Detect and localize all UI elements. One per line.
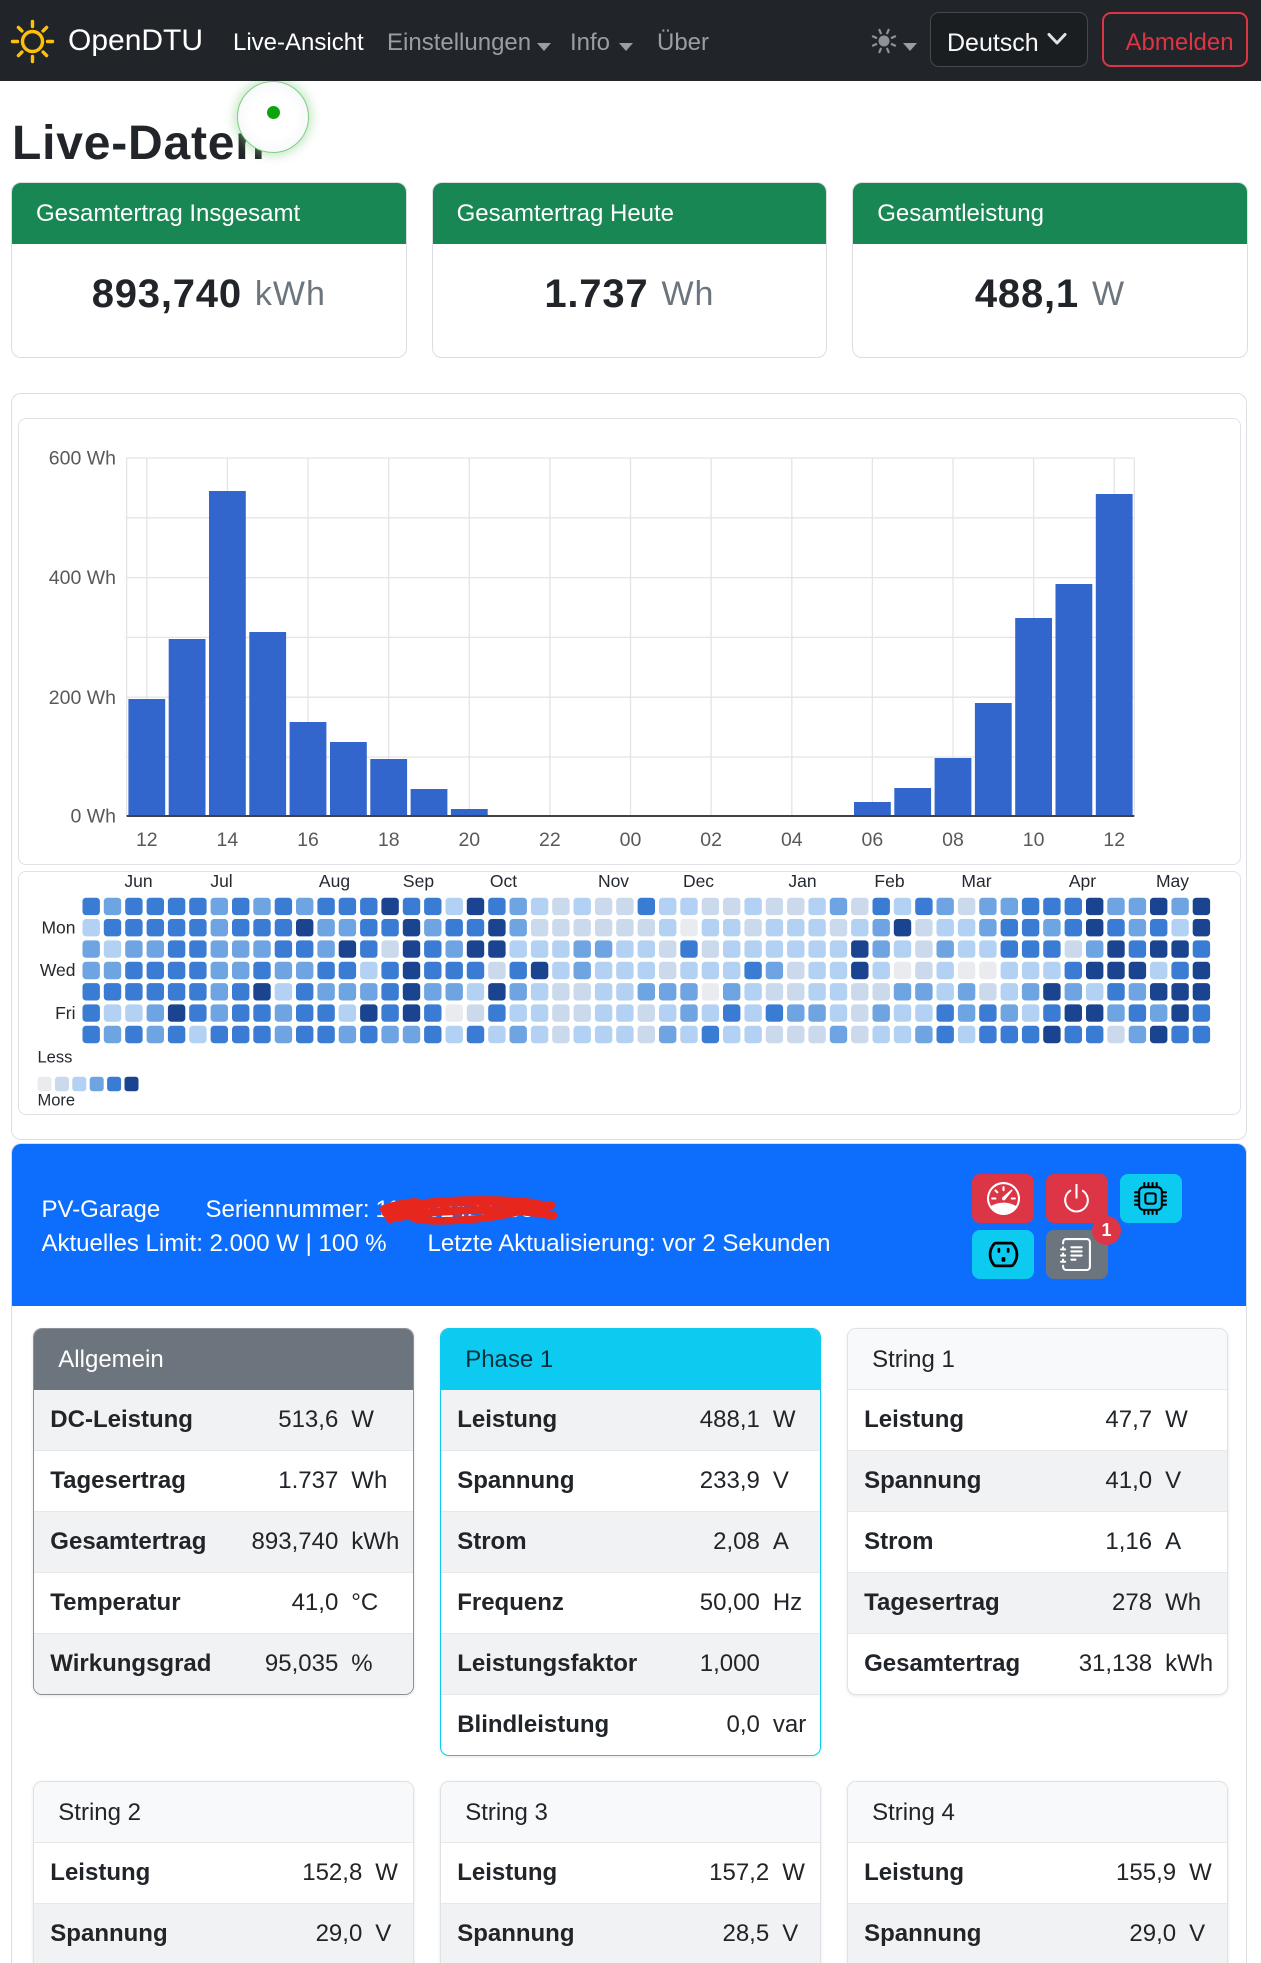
svg-text:04: 04 [780,829,802,851]
svg-text:Mar: Mar [961,872,991,891]
svg-text:600 Wh: 600 Wh [48,448,115,470]
svg-text:Apr: Apr [1068,872,1095,891]
svg-text:Dec: Dec [682,872,713,891]
svg-text:16: 16 [297,829,319,851]
svg-text:08: 08 [942,829,964,851]
svg-text:00: 00 [619,829,641,851]
svg-text:Jan: Jan [788,872,816,891]
svg-text:12: 12 [135,829,157,851]
svg-text:400 Wh: 400 Wh [48,567,115,589]
svg-text:200 Wh: 200 Wh [48,687,115,709]
svg-text:More: More [37,1092,75,1110]
svg-text:Aug: Aug [318,872,349,891]
svg-text:Wed: Wed [39,960,75,980]
svg-text:Sep: Sep [402,872,433,891]
svg-text:Nov: Nov [597,872,628,891]
svg-text:10: 10 [1022,829,1044,851]
svg-text:Fri: Fri [55,1003,75,1023]
svg-text:22: 22 [539,829,561,851]
svg-text:14: 14 [216,829,238,851]
svg-text:0 Wh: 0 Wh [70,806,116,828]
svg-text:18: 18 [377,829,399,851]
svg-text:02: 02 [700,829,722,851]
svg-text:20: 20 [458,829,480,851]
svg-text:Feb: Feb [874,872,904,891]
svg-text:May: May [1155,872,1188,891]
svg-text:Jun: Jun [124,872,152,891]
svg-text:12: 12 [1103,829,1125,851]
svg-text:Jul: Jul [210,872,232,891]
svg-text:06: 06 [861,829,883,851]
svg-text:Less: Less [37,1049,72,1067]
svg-text:Mon: Mon [41,918,75,938]
svg-text:Oct: Oct [489,872,516,891]
